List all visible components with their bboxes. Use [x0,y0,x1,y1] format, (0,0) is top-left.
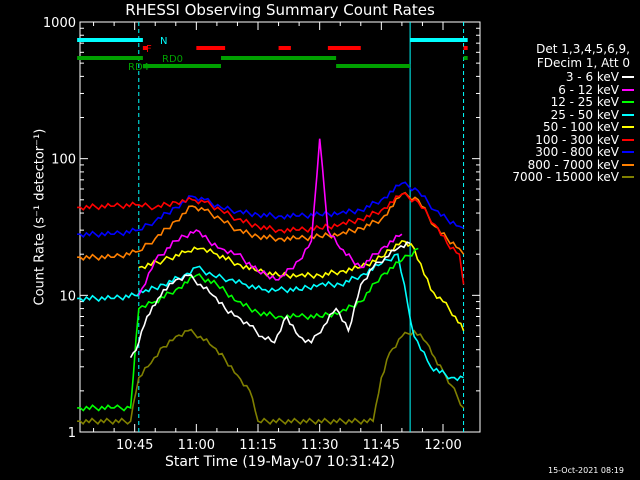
legend-entry: 50 - 100 keV [543,121,634,133]
legend-entry: 100 - 300 keV [535,134,634,146]
legend-swatch [622,76,634,78]
legend-entry: 7000 - 15000 keV [512,171,634,183]
legend-entry-label: 6 - 12 keV [558,82,619,97]
generated-timestamp: 15-Oct-2021 08:19 [548,466,624,475]
x-tick-label: 11:00 [178,438,215,453]
legend-entry-label: 100 - 300 keV [535,132,619,147]
series-line [77,181,464,238]
y-tick-label: 10 [59,289,76,304]
x-tick-label: 11:45 [363,438,400,453]
series-line [77,247,419,412]
flag-bar-label: RD0 [162,54,183,65]
legend-entry-label: 50 - 100 keV [542,120,619,134]
legend-entry: 12 - 25 keV [551,96,634,108]
legend-swatch [622,176,634,178]
x-tick-label: 11:15 [239,438,276,453]
legend-entry-label: 12 - 25 keV [550,95,619,109]
series-line [138,240,465,332]
legend-entry: 800 - 7000 keV [528,159,634,171]
flag-bar-label: F [146,44,152,55]
legend-entry-label: 25 - 50 keV [550,107,619,122]
x-tick-label: 12:00 [424,438,461,453]
x-tick-label: 11:30 [301,438,338,453]
legend-entry-label: 7000 - 15000 keV [512,170,619,184]
legend-header-decimation: FDecim 1, Att 0 [536,56,630,70]
legend-swatch [622,101,634,103]
legend-swatch [622,138,634,141]
legend-entry: 300 - 800 keV [535,146,634,158]
legend-swatch [622,151,634,153]
legend-header-detectors: Det 1,3,4,5,6,9, [536,42,630,56]
legend-swatch [622,113,634,116]
flag-bar-label: RD4 [128,62,149,73]
legend-entry-label: 3 - 6 keV [565,70,619,84]
series-line [77,191,465,261]
legend-swatch [622,88,634,91]
legend-entry: 3 - 6 keV [566,71,634,83]
series-line [138,138,403,296]
series-line [77,192,465,285]
series-line [77,328,465,425]
legend-swatch [622,163,634,166]
legend-entry: 25 - 50 keV [551,109,634,121]
legend-entry-label: 300 - 800 keV [535,145,619,159]
flag-bar-label: N [160,36,167,47]
y-tick-label: 1 [68,426,76,441]
series-line [129,241,411,358]
y-axis-label: Count Rate (s⁻¹ detector⁻¹) [32,128,48,306]
y-tick-label: 100 [51,153,76,168]
x-tick-label: 10:45 [116,438,153,453]
chart-title: RHESSI Observing Summary Count Rates [125,1,435,19]
legend-entry-label: 800 - 7000 keV [527,157,619,172]
x-axis-label: Start Time (19-May-07 10:31:42) [164,454,396,470]
plot-frame [79,21,481,433]
legend-entry: 6 - 12 keV [558,84,634,96]
y-tick-label: 1000 [43,16,76,31]
legend-swatch [622,126,634,128]
